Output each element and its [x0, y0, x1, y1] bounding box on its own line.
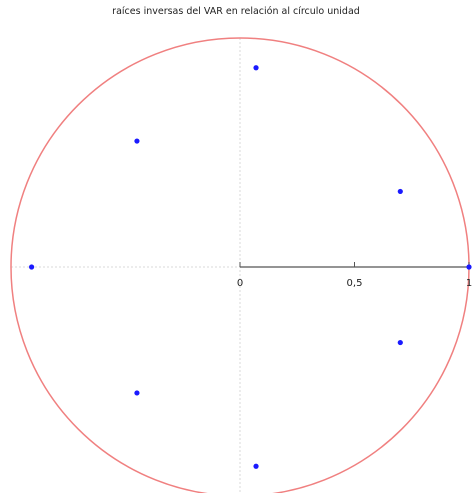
- root-point: [134, 138, 140, 144]
- root-point: [253, 65, 259, 71]
- root-point: [397, 339, 403, 346]
- x-tick-label: 1: [466, 278, 472, 289]
- root-point: [253, 463, 259, 469]
- root-point: [29, 264, 35, 270]
- root-point: [134, 390, 140, 396]
- x-tick-label: 0,5: [347, 278, 363, 289]
- root-point: [397, 188, 403, 195]
- x-tick-label: 0: [237, 278, 243, 289]
- root-point: [466, 264, 472, 270]
- chart-title: raíces inversas del VAR en relación al c…: [112, 6, 360, 17]
